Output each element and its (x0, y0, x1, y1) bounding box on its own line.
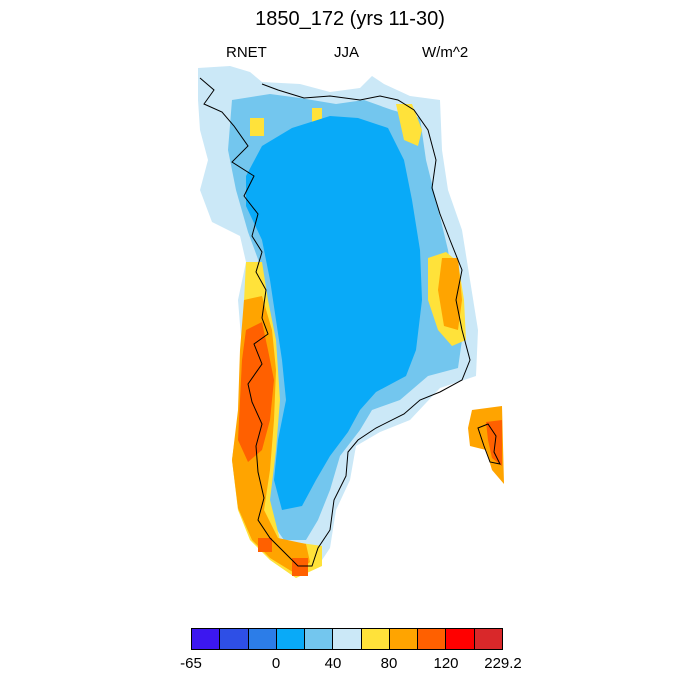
east-island-dark (486, 420, 502, 466)
colorbar-box-0 (192, 629, 221, 649)
coastline (199, 77, 471, 567)
colorbar-box-6 (361, 629, 390, 649)
north-coast-yellow-2 (312, 108, 322, 130)
plot-title: 1850_172 (yrs 11-30) (255, 8, 445, 30)
season-label: JJA (334, 44, 360, 61)
colorbar-box-1 (220, 629, 249, 649)
colorbar-box-9 (446, 629, 475, 649)
colorbar-tick: 120 (433, 655, 459, 672)
variable-label: RNET (226, 44, 267, 61)
colorbar-box-2 (248, 629, 277, 649)
colorbar-tick: -65 (180, 655, 202, 672)
colorbar-tick: 80 (380, 655, 398, 672)
colorbar-box-7 (389, 629, 419, 649)
colorbar (191, 628, 503, 650)
colorbar-box-4 (305, 629, 334, 649)
colorbar-tick: 40 (324, 655, 342, 672)
east-coast-orange (438, 258, 462, 330)
colorbar-box-3 (276, 629, 306, 649)
colorbar-box-8 (418, 629, 447, 649)
colorbar-box-5 (333, 629, 362, 649)
west-coast-dark-orange (238, 322, 274, 462)
north-coast-yellow (396, 104, 422, 146)
south-tip-dark-orange (292, 558, 308, 576)
north-coast-yellow-3 (250, 118, 264, 136)
island-coastline (477, 423, 501, 465)
colorbar-box-10 (474, 629, 502, 649)
colorbar-tick: 229.2 (484, 655, 522, 672)
ice-sheet-interior (246, 116, 422, 510)
colorbar-tick: 0 (271, 655, 281, 672)
south-tip-dark-orange-2 (258, 538, 272, 552)
units-label: W/m^2 (422, 44, 469, 61)
